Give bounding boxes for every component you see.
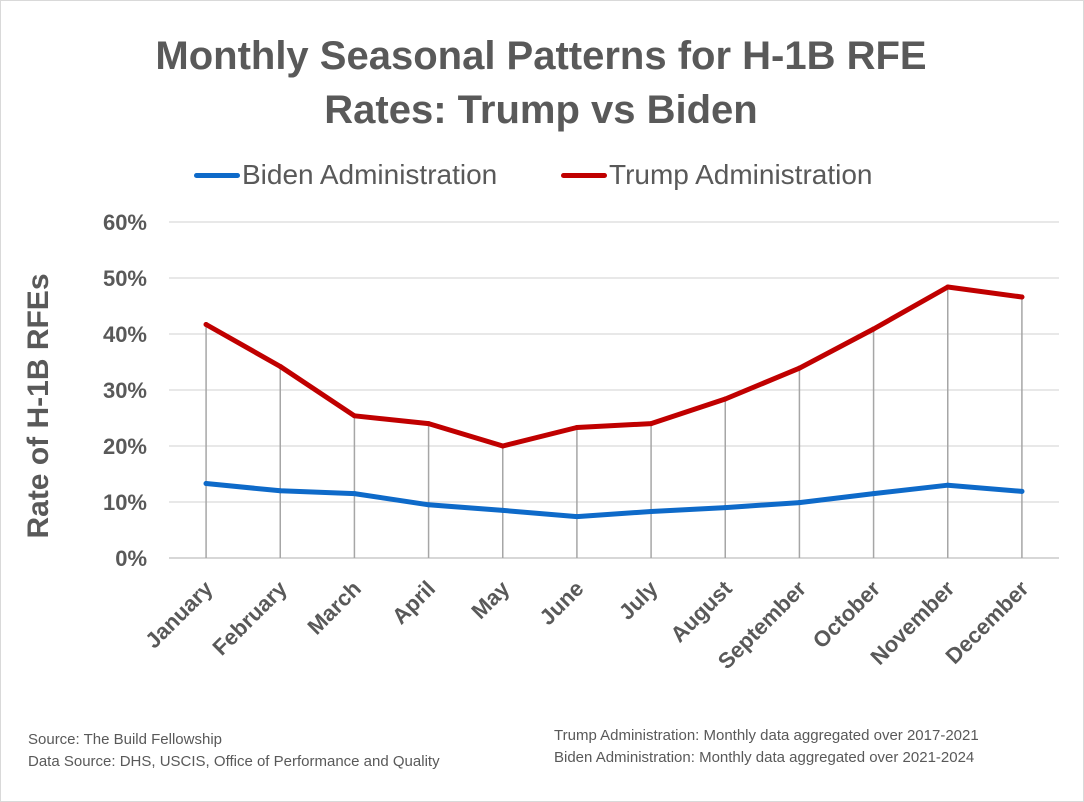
data-point-biden: [1019, 488, 1025, 494]
legend-swatch-biden: [194, 172, 240, 178]
x-tick-label: June: [534, 576, 588, 630]
legend-item-trump: Trump Administration: [561, 157, 873, 193]
data-point-trump: [722, 396, 728, 402]
data-point-trump: [574, 425, 580, 431]
y-tick-label: 40%: [103, 322, 147, 347]
data-point-biden: [203, 481, 209, 487]
data-point-trump: [351, 413, 357, 419]
data-point-biden: [351, 491, 357, 497]
legend-label-trump: Trump Administration: [609, 159, 873, 190]
y-tick-label: 60%: [103, 210, 147, 235]
data-point-trump: [796, 365, 802, 371]
data-point-trump: [203, 321, 209, 327]
data-point-biden: [426, 502, 432, 508]
data-point-biden: [277, 488, 283, 494]
data-point-trump: [1019, 294, 1025, 300]
data-point-trump: [426, 421, 432, 427]
footer-source: Source: The Build Fellowship: [28, 731, 222, 748]
data-point-biden: [796, 500, 802, 506]
chart-title: Monthly Seasonal Patterns for H-1B RFE R…: [91, 29, 991, 137]
data-point-trump: [648, 421, 654, 427]
x-tick-label: March: [302, 576, 365, 639]
data-point-biden: [945, 482, 951, 488]
x-tick-label: February: [208, 575, 293, 660]
y-tick-label: 30%: [103, 378, 147, 403]
x-tick-label: October: [808, 576, 886, 654]
chart-title-line-1: Monthly Seasonal Patterns for H-1B RFE: [155, 34, 927, 78]
footer-data-source: Data Source: DHS, USCIS, Office of Perfo…: [28, 753, 440, 770]
y-tick-label: 0%: [115, 546, 147, 571]
data-point-biden: [500, 507, 506, 513]
x-tick-label: August: [666, 575, 738, 647]
data-point-trump: [871, 326, 877, 332]
data-point-trump: [945, 284, 951, 290]
x-tick-label: April: [387, 576, 440, 629]
footer-trump-note: Trump Administration: Monthly data aggre…: [554, 727, 979, 744]
data-point-biden: [722, 505, 728, 511]
footer-biden-note: Biden Administration: Monthly data aggre…: [554, 749, 975, 766]
legend-label-biden: Biden Administration: [242, 159, 498, 190]
y-tick-label: 20%: [103, 434, 147, 459]
y-tick-label: 10%: [103, 490, 147, 515]
series-line-biden: [203, 481, 1025, 520]
data-point-trump: [277, 363, 283, 369]
data-point-biden: [648, 509, 654, 515]
x-tick-label: May: [466, 575, 514, 623]
series-line-trump: [203, 284, 1025, 449]
data-point-trump: [500, 443, 506, 449]
chart-title-line-2: Rates: Trump vs Biden: [324, 88, 758, 132]
legend-item-biden: Biden Administration: [194, 157, 497, 193]
footer-right: Trump Administration: Monthly data aggre…: [554, 725, 979, 769]
footer-left: Source: The Build Fellowship Data Source…: [28, 729, 440, 773]
legend-swatch-trump: [561, 172, 607, 178]
data-point-biden: [871, 491, 877, 497]
x-tick-label: July: [614, 575, 663, 624]
data-point-biden: [574, 514, 580, 520]
x-tick-label: January: [140, 575, 218, 653]
y-tick-label: 50%: [103, 266, 147, 291]
